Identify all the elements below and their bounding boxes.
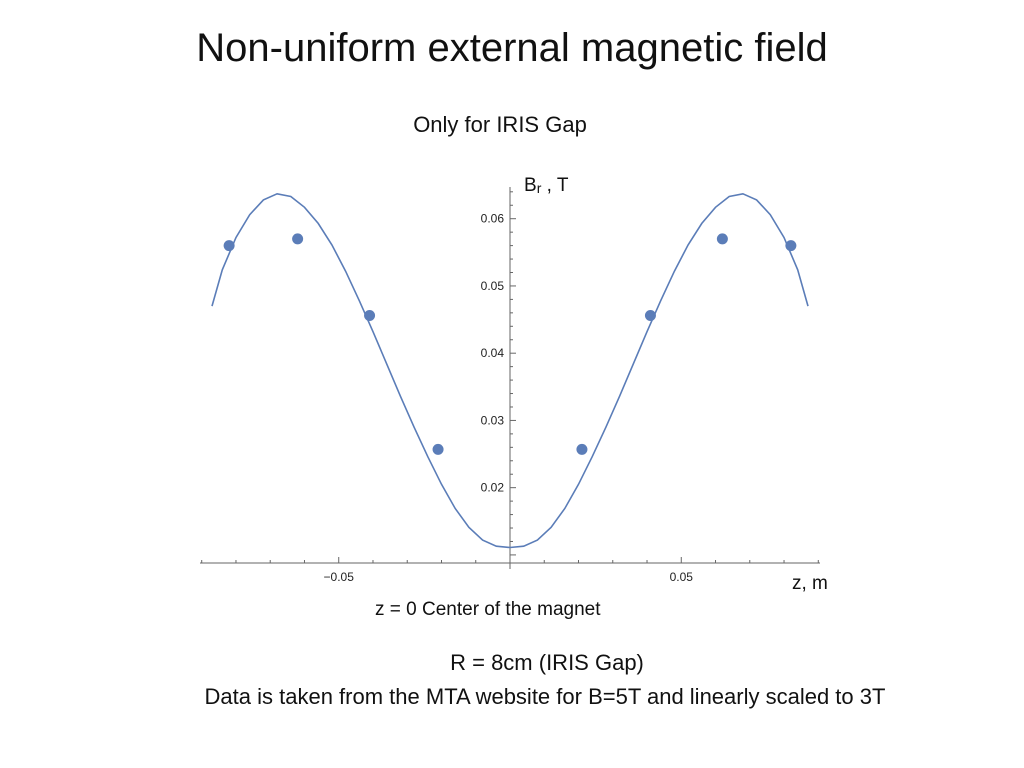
data-point (223, 240, 235, 252)
data-point (716, 233, 728, 245)
data-point (785, 240, 797, 252)
slide-title: Non-uniform external magnetic field (196, 26, 828, 70)
slide-subtitle: Only for IRIS Gap (413, 112, 587, 137)
x-tick-label: −0.05 (324, 570, 355, 584)
x-axis-title: z, m (792, 573, 828, 594)
y-tick-label: 0.02 (481, 481, 505, 495)
data-points-layer (223, 233, 797, 455)
data-point (432, 443, 444, 455)
fit-curve-layer (211, 192, 809, 549)
x-tick-label: 0.05 (670, 570, 694, 584)
data-point (576, 443, 588, 455)
axes (200, 187, 820, 569)
y-tick-label: 0.04 (481, 346, 505, 360)
y-axis-title: Br , T (524, 175, 569, 196)
y-tick-label: 0.06 (481, 212, 505, 226)
y-tick-label: 0.05 (481, 279, 505, 293)
y-tick-label: 0.03 (481, 413, 505, 427)
br-vs-z-chart: −0.05 0.05 0.02 0.03 0.04 0.05 0.06 Br , T z, m z… (200, 175, 828, 620)
data-point (644, 310, 656, 322)
axis-labels: −0.05 0.05 0.02 0.03 0.04 0.05 0.06 Br , T z, m z… (324, 175, 828, 620)
center-note: z = 0 Center of the magnet (375, 599, 601, 620)
caption-radius: R = 8cm (IRIS Gap) (450, 650, 644, 675)
caption-data-source: Data is taken from the MTA website for B… (204, 684, 886, 709)
fit-curve-line (211, 192, 809, 549)
data-point (364, 310, 376, 322)
data-point (292, 233, 304, 245)
